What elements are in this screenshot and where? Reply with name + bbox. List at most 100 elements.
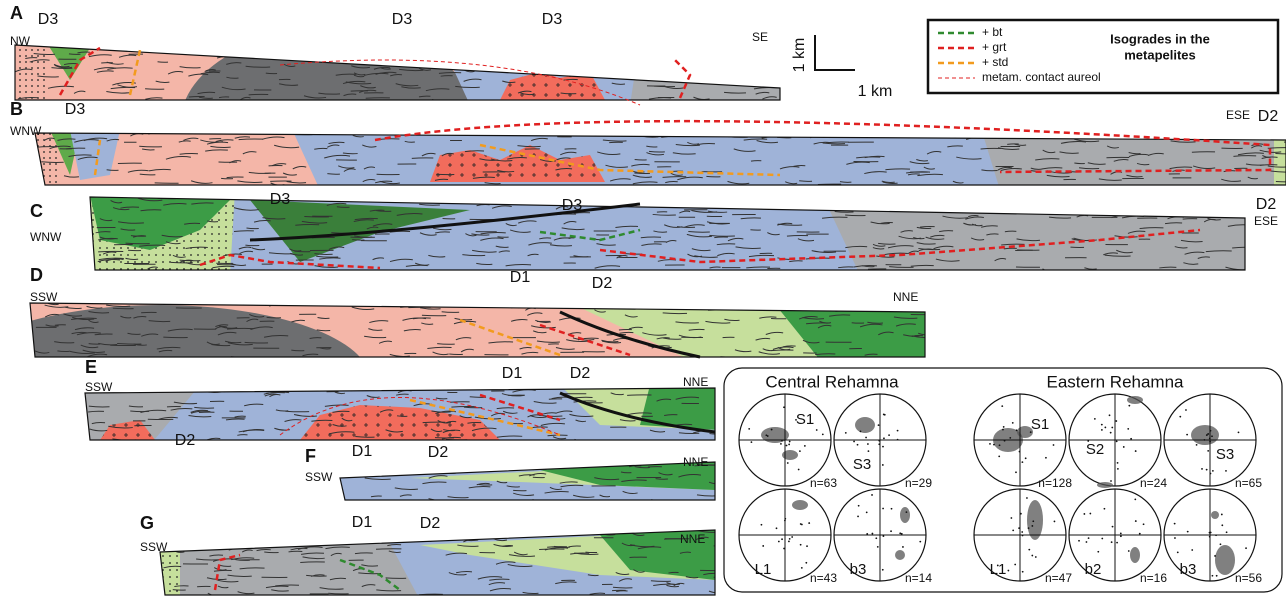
foliation-line — [249, 94, 269, 95]
fault-label: D1 — [502, 365, 523, 382]
pole — [786, 445, 788, 447]
orientation-left: WNW — [30, 230, 62, 244]
pole — [1139, 533, 1141, 535]
section-a — [15, 30, 790, 220]
pole — [800, 544, 802, 546]
pole — [865, 437, 867, 439]
foliation-line — [872, 134, 893, 137]
foliation-line — [695, 63, 709, 64]
pole — [1054, 521, 1056, 523]
foliation-line — [800, 204, 813, 206]
pole — [787, 462, 789, 464]
pole — [1110, 480, 1112, 482]
pole — [1128, 405, 1130, 407]
pole — [902, 546, 904, 548]
pole — [1009, 437, 1011, 439]
stereonet-label: b2 — [1085, 561, 1102, 578]
foliation-line — [1186, 211, 1203, 212]
pole — [890, 530, 892, 532]
foliation-line — [554, 45, 566, 46]
pole — [798, 469, 800, 471]
foliation-line — [527, 45, 540, 46]
foliation-line — [676, 306, 697, 308]
pole — [1045, 457, 1047, 459]
foliation-line — [209, 541, 234, 543]
pole — [1089, 513, 1091, 515]
foliation-line — [470, 131, 484, 133]
foliation-line — [433, 63, 445, 64]
pole — [882, 464, 884, 466]
pole — [882, 569, 884, 571]
orientation-left: SSW — [30, 290, 58, 304]
pole — [1174, 537, 1176, 539]
pole — [1012, 529, 1014, 531]
pole — [1083, 513, 1085, 515]
foliation-line — [435, 201, 457, 203]
pole — [1238, 431, 1240, 433]
foliation-line — [285, 411, 309, 412]
foliation-line — [397, 416, 407, 417]
fault-label: D1 — [352, 514, 373, 531]
pole — [788, 541, 790, 543]
foliation-line — [329, 533, 345, 536]
foliation-line — [486, 69, 503, 71]
foliation-line — [771, 350, 793, 351]
foliation-line — [376, 534, 395, 535]
pole — [1221, 514, 1223, 516]
foliation-line — [635, 159, 647, 160]
foliation-line — [117, 46, 139, 48]
pole — [999, 444, 1001, 446]
pole — [805, 562, 807, 564]
fault-label: D3 — [38, 11, 59, 28]
stereonet-n: n=47 — [1045, 571, 1072, 585]
pole — [776, 527, 778, 529]
pole — [1026, 497, 1028, 499]
section-label: F — [305, 446, 316, 466]
pole — [1187, 531, 1189, 533]
pole — [1135, 520, 1137, 522]
orientation-right: NNE — [683, 375, 708, 389]
pole — [1185, 409, 1187, 411]
foliation-line — [547, 547, 567, 548]
foliation-line — [131, 236, 146, 237]
density-blob — [900, 507, 910, 523]
fault-label: D3 — [542, 11, 563, 28]
pole — [1022, 571, 1024, 573]
stereonet-n: n=24 — [1140, 476, 1167, 490]
pole — [762, 545, 764, 547]
foliation-line — [1117, 205, 1128, 207]
foliation-line — [1153, 205, 1169, 206]
foliation-line — [532, 531, 556, 533]
foliation-line — [494, 464, 506, 466]
foliation-line — [1247, 137, 1266, 139]
pole — [883, 437, 885, 439]
foliation-line — [949, 136, 971, 137]
pole — [1104, 508, 1106, 510]
scale-bar — [815, 35, 855, 70]
foliation-line — [642, 203, 664, 205]
orientation-right: ESE — [1254, 214, 1278, 228]
foliation-line — [439, 46, 454, 47]
pole — [1110, 432, 1112, 434]
pole — [857, 516, 859, 518]
foliation-line — [239, 50, 251, 52]
foliation-line — [576, 54, 588, 56]
foliation-line — [476, 67, 498, 68]
foliation-line — [297, 195, 307, 196]
pole — [1101, 424, 1103, 426]
foliation-line — [721, 134, 741, 135]
orientation-left: NW — [10, 34, 31, 48]
foliation-line — [423, 422, 446, 423]
foliation-line — [211, 547, 225, 549]
pole — [1123, 446, 1125, 448]
stereonet-label: S3 — [1216, 446, 1234, 463]
foliation-line — [677, 204, 699, 206]
pole — [1196, 444, 1198, 446]
pole — [1186, 434, 1188, 436]
section-c — [85, 190, 1250, 275]
pole — [816, 429, 818, 431]
pole — [1094, 418, 1096, 420]
pole — [1206, 469, 1208, 471]
pole — [872, 533, 874, 535]
foliation-line — [724, 204, 737, 206]
